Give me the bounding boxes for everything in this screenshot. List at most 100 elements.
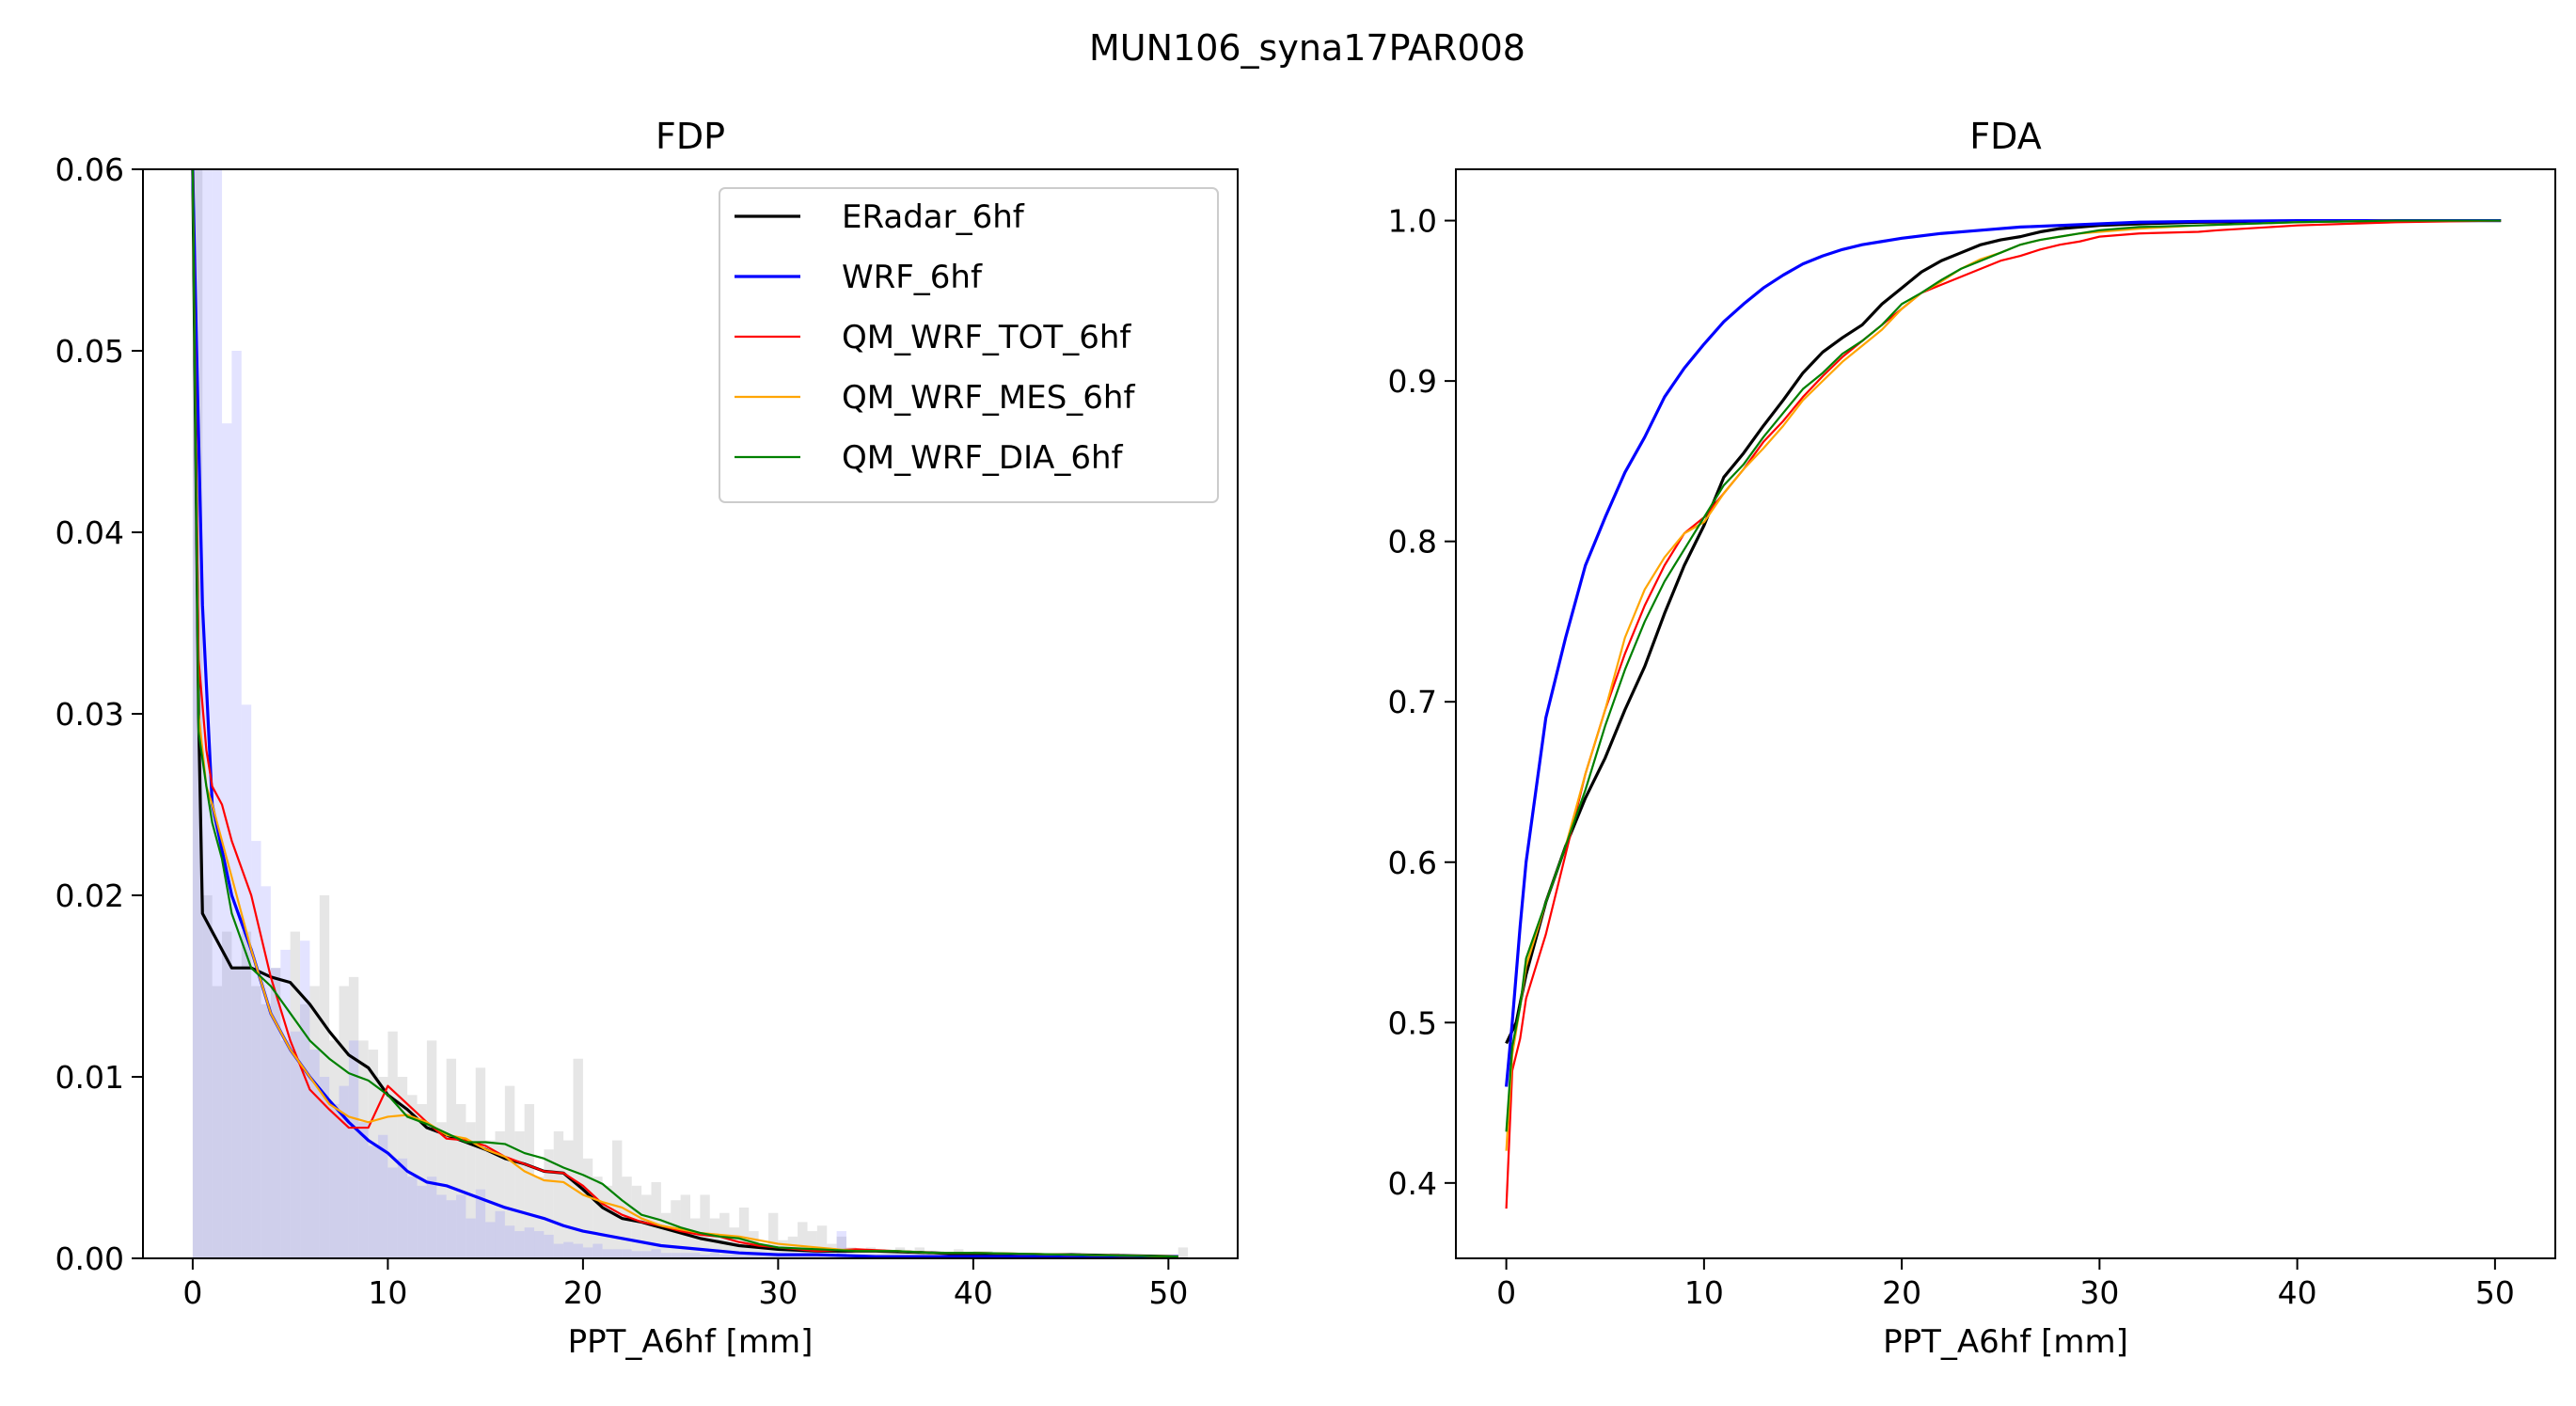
histogram-bar (426, 1040, 437, 1258)
x-tick-label: 10 (1684, 1274, 1724, 1311)
histogram-bar (641, 1251, 652, 1258)
histogram-bar (456, 1103, 466, 1258)
histogram-bar (387, 1167, 398, 1258)
histogram-bar (251, 841, 261, 1258)
legend-label-eradar-6hf: ERadar_6hf (842, 198, 1025, 236)
y-tick-label: 0.8 (1388, 524, 1437, 561)
histogram-bar (261, 1003, 271, 1258)
histogram-bar (300, 1003, 310, 1258)
y-tick-label: 0.06 (55, 151, 124, 188)
histogram-bar (738, 1207, 750, 1258)
y-tick-label: 0.9 (1388, 363, 1437, 400)
histogram-bar (280, 1040, 291, 1258)
histogram-bar (1177, 1247, 1189, 1258)
legend-label-qm-wrf-mes-6hf: QM_WRF_MES_6hf (842, 379, 1135, 417)
histogram-bar (593, 1177, 603, 1258)
histogram-bar (222, 931, 232, 1258)
histogram-bar (485, 1222, 496, 1258)
histogram-bar (563, 1241, 574, 1258)
histogram-bar (934, 1251, 944, 1258)
histogram-bar (602, 1249, 612, 1258)
histogram-bar (319, 1077, 330, 1258)
histogram-bar (573, 1058, 583, 1258)
histogram-bar (231, 351, 242, 1258)
histogram-bar (612, 1249, 623, 1258)
histogram-bar (544, 1234, 554, 1258)
series-line-qm-wrf-dia-6hf (191, 169, 1178, 1258)
y-tick-label: 1.0 (1388, 203, 1437, 240)
x-tick-label: 20 (563, 1274, 603, 1311)
histogram-bar (504, 1225, 515, 1258)
histogram-bar (524, 1227, 535, 1258)
histogram-bar (758, 1243, 768, 1258)
histogram-bar (845, 1247, 857, 1258)
axes-title: FDP (656, 116, 725, 157)
histogram-bar (329, 1040, 340, 1258)
x-tick-label: 50 (1148, 1274, 1188, 1311)
y-tick-label: 0.04 (55, 514, 124, 551)
histogram-bar (553, 1130, 564, 1258)
histogram-bar (738, 1255, 750, 1258)
histogram-bar (378, 1077, 388, 1258)
histogram-bar (280, 949, 291, 1258)
histogram-bar (231, 968, 242, 1258)
histogram-bar (602, 1185, 612, 1258)
histogram-bar (466, 1218, 476, 1258)
x-tick-label: 40 (2278, 1274, 2317, 1311)
histogram-bar (719, 1255, 730, 1258)
histogram-bar (270, 968, 281, 1258)
legend-label-qm-wrf-dia-6hf: QM_WRF_DIA_6hf (842, 439, 1124, 477)
histogram-bar (690, 1253, 701, 1258)
x-tick-label: 0 (182, 1274, 202, 1311)
x-tick-label: 0 (1496, 1274, 1516, 1311)
histogram-bar (631, 1251, 642, 1258)
histogram-bar (514, 1231, 525, 1258)
legend-label-wrf-6hf: WRF_6hf (842, 259, 983, 296)
histogram-bar (212, 986, 223, 1258)
plot-area (191, 169, 1189, 1258)
x-axis-label: PPT_A6hf [mm] (1883, 1323, 2128, 1361)
histogram-bar (622, 1249, 632, 1258)
histogram-bar (495, 1130, 505, 1258)
histogram-bar (544, 1149, 554, 1258)
histogram-bar (856, 1249, 866, 1258)
series-line-qm-wrf-tot-6hf (1505, 219, 2502, 1209)
histogram-bar (368, 1050, 379, 1258)
histogram-bar (612, 1140, 623, 1258)
y-tick-label: 0.02 (55, 877, 124, 914)
histogram-bar (436, 1194, 447, 1258)
histogram-bar (680, 1253, 690, 1258)
histogram-bar (767, 1255, 779, 1258)
histogram-bar (456, 1194, 466, 1258)
histogram-bar (300, 940, 310, 1258)
y-tick-label: 0.6 (1388, 845, 1437, 881)
series-line-qm-wrf-dia-6hf (1505, 219, 2502, 1132)
x-tick-label: 40 (954, 1274, 993, 1311)
fda-panel: 0 10 20 30 40 50 0.4 0.5 0.6 0.7 0.8 0.9 1.0 FDA PPT_A… (1388, 116, 2556, 1361)
histogram-bar (466, 1122, 476, 1258)
histogram-bar (358, 1122, 369, 1258)
series-line-wrf-6hf (1505, 218, 2502, 1087)
histogram-bar (407, 1177, 418, 1258)
y-tick-label: 0.03 (55, 696, 124, 733)
histogram-bar (475, 1189, 486, 1258)
histogram-bar (329, 1103, 340, 1258)
legend: ERadar_6hf WRF_6hf QM_WRF_TOT_6hf QM_WRF_ME… (719, 187, 1219, 503)
histogram-bar (660, 1212, 672, 1258)
histogram-bar (836, 1231, 846, 1258)
histogram-bar (807, 1231, 817, 1258)
histogram-bar (475, 1067, 486, 1258)
legend-label-qm-wrf-tot-6hf: QM_WRF_TOT_6hf (842, 319, 1131, 356)
axes-frame (1455, 168, 2556, 1259)
y-tick-label: 0.5 (1388, 1004, 1437, 1041)
x-tick-label: 30 (2079, 1274, 2119, 1311)
y-tick-label: 0.00 (55, 1240, 124, 1277)
histogram-bar (582, 1158, 593, 1258)
figure-suptitle: MUN106_syna17PAR008 (1089, 27, 1525, 69)
x-tick-label: 50 (2475, 1274, 2515, 1311)
histogram-bar (816, 1225, 828, 1258)
histogram-bar (270, 968, 281, 1258)
histogram-bar (212, 169, 223, 1258)
histogram-bar (700, 1255, 710, 1258)
histogram-bar (876, 1249, 886, 1258)
